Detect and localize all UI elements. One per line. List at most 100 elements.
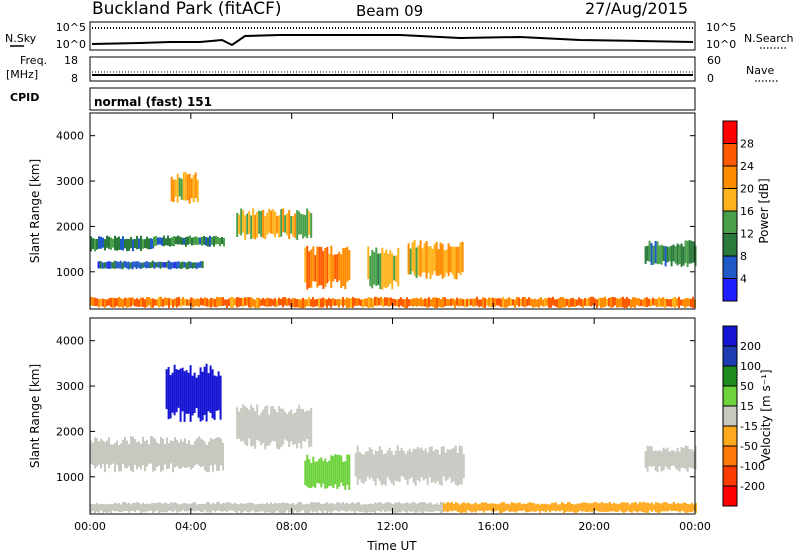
echo-cell (306, 299, 308, 307)
echo-cell (498, 298, 500, 306)
echo-cell (316, 502, 318, 513)
echo-cell (136, 298, 138, 307)
echo-cell (510, 501, 513, 512)
echo-cell (376, 296, 378, 306)
echo-cell (292, 503, 294, 513)
echo-cell (280, 408, 283, 448)
echo-cell (388, 297, 390, 307)
echo-cell (300, 502, 302, 512)
echo-cell (562, 503, 565, 513)
echo-cell (504, 503, 507, 511)
echo-cell (610, 503, 613, 512)
echo-cell (236, 297, 238, 308)
echo-cell (662, 502, 665, 512)
echo-cell (112, 238, 114, 248)
echo-cell (256, 211, 259, 238)
echo-cell (658, 296, 660, 307)
echo-cell (185, 370, 188, 414)
echo-cell (254, 411, 257, 449)
freq-right-tick-lo: 0 (707, 72, 714, 85)
echo-cell (302, 297, 304, 309)
echo-cell (122, 236, 124, 251)
colorbar-tick-label: -15 (740, 420, 758, 433)
echo-cell (120, 298, 122, 307)
echo-cell (384, 503, 386, 513)
echo-cell (104, 299, 106, 308)
echo-cell (608, 298, 610, 307)
echo-cell (152, 298, 154, 308)
echo-cell (236, 407, 239, 439)
noise-left-tick-hi: 10^5 (56, 21, 86, 34)
echo-cell (186, 503, 188, 512)
echo-cell (414, 502, 416, 513)
echo-cell (304, 504, 306, 513)
echo-cell (402, 450, 405, 478)
echo-cell (278, 406, 281, 450)
echo-cell (246, 213, 249, 235)
echo-cell (430, 502, 432, 512)
echo-cell (136, 235, 138, 250)
echo-region-4 (170, 172, 199, 204)
echo-cell (448, 449, 451, 478)
echo-cell (144, 441, 146, 472)
echo-cell (350, 298, 352, 308)
echo-cell (197, 262, 200, 268)
echo-cell (210, 438, 212, 466)
echo-cell (94, 238, 96, 252)
echo-cell (290, 409, 293, 442)
echo-cell (656, 298, 658, 307)
echo-cell (268, 208, 271, 233)
echo-cell (167, 260, 170, 270)
echo-cell (328, 460, 331, 487)
echo-cell (194, 502, 196, 512)
echo-cell (122, 299, 124, 308)
echo-cell (220, 438, 222, 466)
echo-cell (652, 451, 655, 466)
echo-cell (658, 245, 661, 264)
echo-cell (672, 244, 675, 262)
echo-cell (136, 442, 138, 470)
echo-cell (272, 406, 275, 441)
echo-cell (102, 298, 104, 307)
echo-cell (224, 503, 226, 512)
echo-cell (459, 242, 462, 276)
echo-cell (169, 261, 172, 270)
echo-cell (350, 503, 352, 512)
noise-sky-label: N.Sky (5, 32, 37, 45)
echo-cell (340, 503, 342, 511)
echo-cell (402, 503, 404, 511)
echo-cell (195, 262, 198, 270)
echo-cell (447, 243, 450, 277)
echo-region-2 (153, 235, 225, 247)
echo-cell (383, 252, 386, 288)
echo-cell (116, 440, 118, 465)
echo-cell (502, 296, 504, 308)
echo-cell (656, 241, 659, 265)
echo-cell (622, 296, 624, 308)
echo-cell (183, 261, 186, 268)
echo-cell (148, 238, 150, 250)
echo-cell (582, 502, 585, 512)
echo-cell (584, 502, 587, 512)
echo-cell (630, 299, 632, 308)
echo-cell (272, 503, 274, 513)
echo-cell (342, 501, 344, 511)
echo-cell (244, 297, 246, 306)
echo-cell (133, 261, 136, 268)
echo-cell (288, 411, 291, 447)
echo-cell (168, 443, 170, 469)
echo-cell (449, 246, 452, 273)
echo-cell (682, 448, 685, 469)
echo-cell (270, 298, 272, 307)
echo-cell (606, 299, 608, 306)
echo-cell (104, 442, 106, 473)
echo-cell (146, 297, 148, 307)
echo-cell (674, 297, 676, 308)
echo-cell (173, 236, 175, 247)
echo-cell (446, 449, 449, 480)
echo-cell (556, 504, 559, 511)
echo-cell (216, 437, 218, 471)
echo-cell (560, 297, 562, 308)
echo-cell (222, 297, 224, 306)
echo-cell (490, 297, 492, 308)
